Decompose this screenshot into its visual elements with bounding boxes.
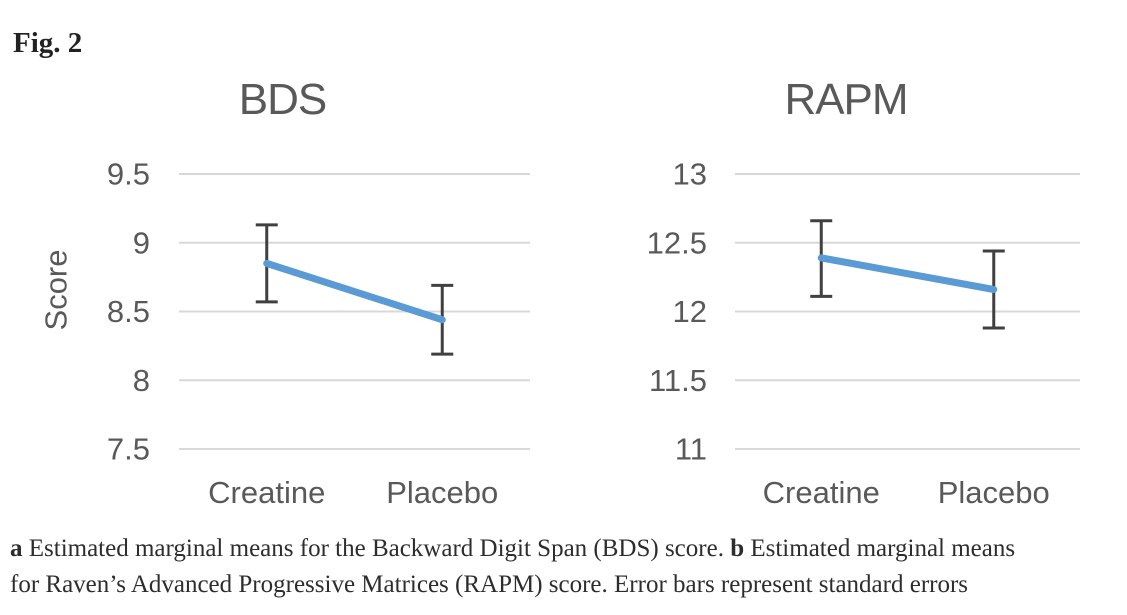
chart-svg-rapm: RAPM 13 12.5 12 11.5 11 Creatine Placebo	[647, 75, 1080, 510]
chart-svg-bds: BDS 9.5 9 8.5 8 7.5 Score Creatine Placebo	[39, 75, 530, 510]
chart-title: BDS	[239, 75, 326, 124]
caption-line-2: for Raven’s Advanced Progressive Matrice…	[10, 567, 1125, 603]
chart-bds: BDS 9.5 9 8.5 8 7.5 Score Creatine Placebo	[0, 0, 565, 530]
y-tick-label: 9	[133, 225, 150, 260]
caption-panel-b-label: b	[730, 535, 745, 562]
figure-caption: a Estimated marginal means for the Backw…	[10, 531, 1125, 603]
y-tick-label: 11	[675, 432, 707, 467]
y-tick-label: 12	[673, 294, 707, 329]
data-line	[817, 254, 998, 293]
figure-label: Fig. 2	[13, 27, 83, 59]
chart-rapm: RAPM 13 12.5 12 11.5 11 Creatine Placebo	[565, 0, 1127, 530]
y-axis-title: Score	[39, 250, 74, 331]
caption-panel-a-label: a	[10, 535, 23, 562]
chart-title: RAPM	[784, 75, 907, 124]
y-tick-label: 7.5	[107, 432, 150, 467]
x-category-label: Creatine	[763, 475, 880, 510]
caption-panel-b-text-1: Estimated marginal means	[744, 535, 1016, 562]
x-category-label: Creatine	[208, 475, 325, 510]
caption-panel-b-text-2: for Raven’s Advanced Progressive Matrice…	[10, 571, 969, 598]
y-tick-label: 13	[673, 157, 707, 192]
y-tick-label: 9.5	[107, 157, 150, 192]
y-tick-label: 8.5	[107, 294, 150, 329]
caption-line-1: a Estimated marginal means for the Backw…	[10, 531, 1125, 567]
x-category-label: Placebo	[938, 475, 1050, 510]
caption-panel-a-text: Estimated marginal means for the Backwar…	[22, 535, 731, 562]
y-tick-label: 11.5	[649, 363, 707, 398]
x-category-label: Placebo	[386, 475, 498, 510]
data-line	[263, 259, 446, 324]
y-tick-label: 8	[133, 363, 150, 398]
y-tick-label: 12.5	[647, 225, 707, 260]
